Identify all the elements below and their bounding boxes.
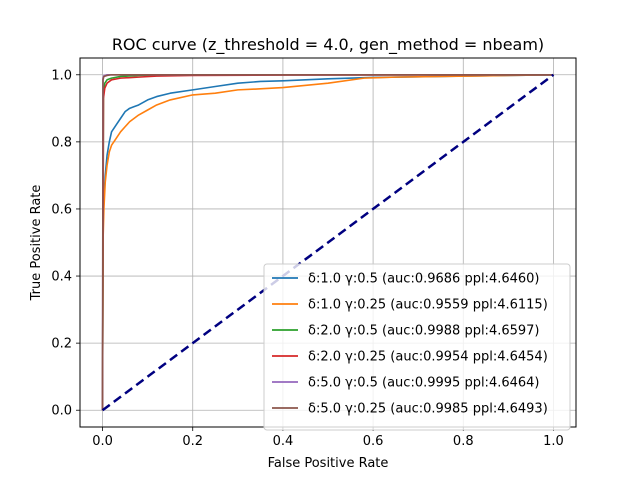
- y-tick-label: 0.8: [51, 135, 72, 150]
- series-line-1: [101, 73, 554, 411]
- legend-label-5: δ:5.0 γ:0.5 (auc:0.9995 ppl:4.6464): [308, 376, 540, 391]
- y-tick-label: 0.0: [51, 404, 72, 419]
- x-tick-label: 0.0: [92, 434, 113, 449]
- x-tick-label: 1.0: [543, 434, 564, 449]
- legend-label-2: δ:1.0 γ:0.25 (auc:0.9559 ppl:4.6115): [308, 298, 548, 313]
- x-tick-label: 0.4: [273, 434, 294, 449]
- series-line-2: [101, 73, 554, 411]
- legend-box: [263, 263, 571, 431]
- legend-label-3: δ:2.0 γ:0.5 (auc:0.9988 ppl:4.6597): [308, 324, 540, 339]
- chart-title: ROC curve (z_threshold = 4.0, gen_method…: [112, 35, 544, 55]
- legend-label-1: δ:1.0 γ:0.5 (auc:0.9686 ppl:4.6460): [308, 272, 540, 287]
- grid: [80, 58, 576, 427]
- y-tick-label: 1.0: [51, 68, 72, 83]
- x-tick-label: 0.8: [453, 434, 474, 449]
- legend-label-6: δ:5.0 γ:0.25 (auc:0.9985 ppl:4.6493): [308, 402, 548, 417]
- legend-label-4: δ:2.0 γ:0.25 (auc:0.9954 ppl:4.6454): [308, 350, 548, 365]
- legend: δ:1.0 γ:0.5 (auc:0.9686 ppl:4.6460) δ:1.0…: [263, 263, 571, 431]
- y-tick-label: 0.4: [51, 270, 72, 285]
- series-lines: [101, 73, 555, 412]
- y-tick-label: 0.2: [51, 337, 72, 352]
- x-axis-label: False Positive Rate: [268, 456, 389, 471]
- y-axis-label: True Positive Rate: [29, 185, 44, 302]
- series-line-6: [101, 73, 554, 411]
- x-tick-label: 0.2: [182, 434, 203, 449]
- reference-diagonal-line: [101, 73, 555, 412]
- y-tick-label: 0.6: [51, 202, 72, 217]
- x-tick-label: 0.6: [363, 434, 384, 449]
- ticks: 0.0 0.2 0.4 0.6 0.8 1.0 0.0 0.2 0.4 0.6 0.8 1.0: [51, 68, 563, 449]
